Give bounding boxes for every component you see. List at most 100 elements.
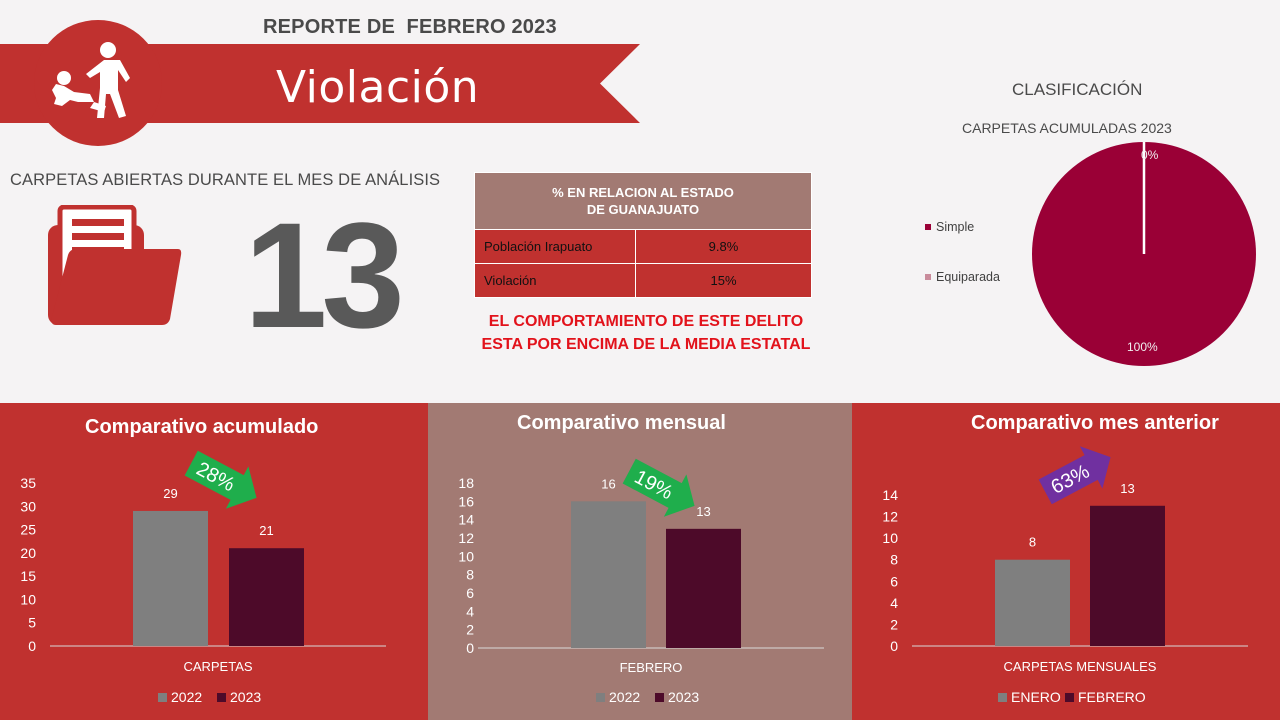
warning-message: EL COMPORTAMIENTO DE ESTE DELITO ESTA PO…	[474, 310, 818, 356]
y-tick-label: 18	[458, 475, 474, 491]
y-tick-label: 30	[20, 498, 36, 514]
crime-title: Violación	[276, 62, 480, 113]
y-tick-label: 4	[890, 595, 898, 611]
panel-comparativo-mes-anterior: Comparativo mes anterior 0 2 4 6 8 10 12 14 8 13 C…	[852, 403, 1280, 720]
decrease-arrow-icon: 28%	[184, 450, 257, 509]
legend-swatch	[158, 693, 167, 702]
legend-label: Simple	[936, 220, 975, 234]
y-tick-label: 4	[466, 603, 474, 619]
table-cell-value: 9.8%	[635, 229, 812, 264]
arrow-shape	[1038, 446, 1111, 505]
x-category-label: CARPETAS MENSUALES	[1004, 659, 1157, 674]
x-category-label: CARPETAS	[183, 659, 252, 674]
table-header-line2: DE GUANAJUATO	[586, 202, 700, 217]
bar	[229, 548, 304, 646]
cases-label: CARPETAS ABIERTAS DURANTE EL MES DE ANÁL…	[10, 171, 441, 189]
y-tick-label: 2	[890, 616, 898, 632]
bar	[133, 510, 208, 646]
y-tick-label: 2	[466, 622, 474, 638]
legend-label: 2023	[668, 689, 699, 705]
legend-item-simple: Simple	[925, 220, 974, 234]
chart-title: Comparativo mensual	[517, 412, 726, 434]
cases-count: 13	[244, 191, 405, 359]
y-tick-label: 16	[458, 493, 474, 509]
y-tick-label: 35	[20, 475, 36, 491]
legend-item-equiparada: Equiparada	[925, 270, 1000, 284]
panel-comparativo-acumulado: Comparativo acumulado 0 5 10 15 20 25 30 35 29 21…	[0, 403, 428, 720]
y-tick-label: 25	[20, 522, 36, 538]
y-tick-label: 14	[882, 487, 898, 503]
y-tick-label: 12	[458, 530, 474, 546]
decrease-arrow-icon: 19%	[622, 458, 695, 517]
warning-line1: EL COMPORTAMIENTO DE ESTE DELITO	[488, 313, 804, 330]
y-tick-label: 8	[890, 552, 898, 568]
y-tick-label: 10	[458, 548, 474, 564]
pie-chart	[1032, 142, 1256, 366]
legend-label: FEBRERO	[1078, 689, 1146, 705]
bar-data-label: 29	[163, 486, 177, 501]
y-tick-label: 5	[28, 615, 36, 631]
y-tick-label: 8	[466, 567, 474, 583]
bar-data-label: 8	[1029, 535, 1036, 550]
bar-data-label: 13	[696, 504, 710, 519]
pie-data-label-equiparada: 0%	[1141, 148, 1159, 162]
bar-data-label: 21	[259, 523, 273, 538]
legend-label: Equiparada	[936, 270, 1000, 284]
bar-data-label: 13	[1120, 481, 1134, 496]
legend-label: 2023	[230, 689, 261, 705]
legend-swatch	[1065, 693, 1074, 702]
legend-label: 2022	[171, 689, 202, 705]
assault-icon	[52, 42, 130, 118]
y-tick-label: 14	[458, 512, 474, 528]
pie-title: CARPETAS ACUMULADAS 2023	[962, 120, 1172, 136]
banner-circle	[34, 20, 162, 146]
bar	[1090, 505, 1165, 646]
x-category-label: FEBRERO	[620, 660, 683, 675]
legend-label: ENERO	[1011, 689, 1061, 705]
table-row: Población Irapuato 9.8%	[474, 229, 812, 264]
arrow-shape	[184, 450, 257, 509]
chart-title: Comparativo acumulado	[85, 416, 319, 438]
legend-swatch	[217, 693, 226, 702]
y-tick-label: 10	[882, 530, 898, 546]
pie-data-label-simple: 100%	[1127, 340, 1158, 354]
table-cell-label: Población Irapuato	[474, 229, 636, 264]
folder-icon	[48, 205, 182, 325]
legend-label: 2022	[609, 689, 640, 705]
title-banner	[0, 44, 640, 123]
table-cell-label: Violación	[474, 263, 636, 298]
y-tick-label: 6	[466, 585, 474, 601]
y-tick-label: 10	[20, 591, 36, 607]
report-title: REPORTE DE FEBRERO 2023	[263, 16, 557, 38]
bar	[666, 528, 741, 648]
legend-swatch	[925, 273, 931, 280]
y-tick-label: 15	[20, 568, 36, 584]
legend-swatch	[596, 693, 605, 702]
y-tick-label: 12	[882, 509, 898, 525]
legend-swatch	[998, 693, 1007, 702]
bar-data-label: 16	[601, 476, 615, 491]
table-cell-value: 15%	[635, 263, 812, 298]
y-tick-label: 6	[890, 573, 898, 589]
chart-title: Comparativo mes anterior	[971, 412, 1219, 434]
state-comparison-table: % EN RELACION AL ESTADO DE GUANAJUATO Po…	[474, 172, 812, 298]
bar-chart-mes-anterior: 0 2 4 6 8 10 12 14 8 13 CARPETAS MENSUALES ENERO FEB…	[882, 446, 1248, 705]
table-header: % EN RELACION AL ESTADO DE GUANAJUATO	[474, 172, 812, 230]
y-tick-label: 0	[466, 640, 474, 656]
warning-line2: ESTA POR ENCIMA DE LA MEDIA ESTATAL	[481, 336, 811, 353]
table-row: Violación 15%	[474, 263, 812, 298]
y-tick-label: 0	[890, 638, 898, 654]
y-tick-label: 0	[28, 638, 36, 654]
arrow-shape	[622, 458, 695, 517]
legend-swatch	[925, 223, 931, 230]
panel-comparativo-mensual: Comparativo mensual 0 2 4 6 8 10 12 14 16 18 16 13 F…	[428, 403, 852, 720]
bar	[571, 501, 646, 648]
table-header-line1: % EN RELACION AL ESTADO	[552, 185, 734, 200]
classification-title: CLASIFICACIÓN	[1012, 80, 1143, 99]
legend-swatch	[655, 693, 664, 702]
bar-chart-mensual: 0 2 4 6 8 10 12 14 16 18 16 13 FEBRERO 2022 2023 19%	[458, 458, 824, 705]
bar	[995, 559, 1070, 646]
bar-chart-acumulado: 0 5 10 15 20 25 30 35 29 21 CARPETAS 2022 2023 28%	[20, 450, 386, 705]
y-tick-label: 20	[20, 545, 36, 561]
increase-arrow-icon: 63%	[1038, 446, 1111, 505]
